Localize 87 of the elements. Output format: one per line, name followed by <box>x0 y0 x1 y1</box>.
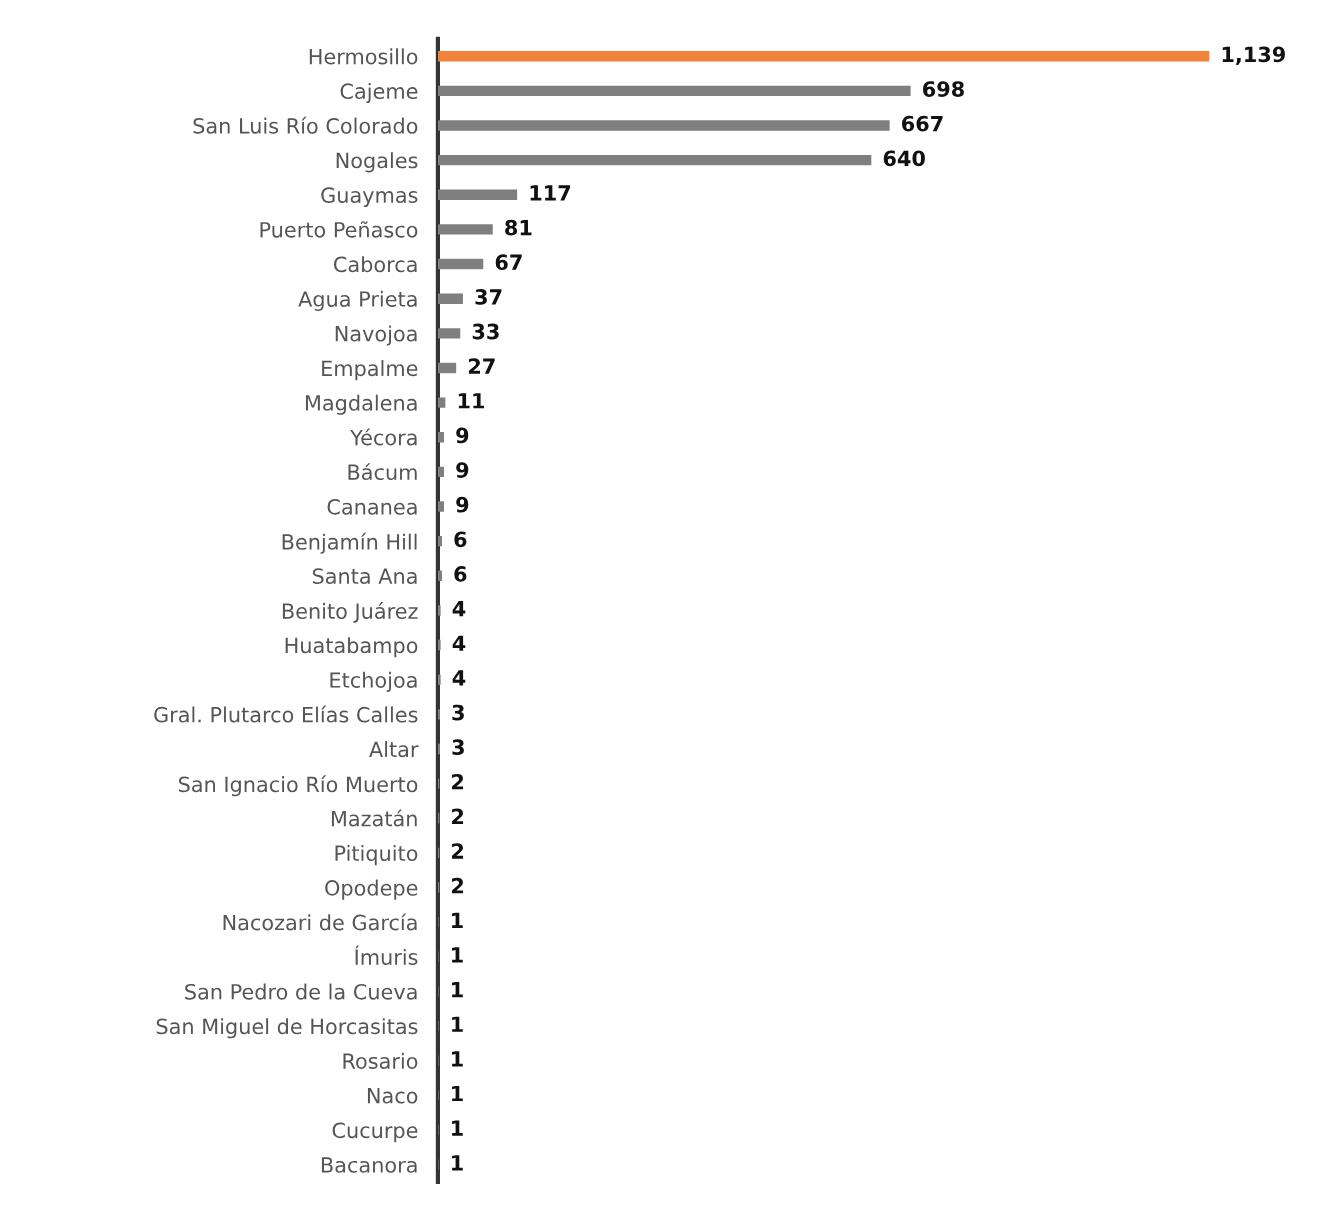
data-label: 1 <box>452 947 463 963</box>
y-tick-label: San Luis Río Colorado <box>193 116 418 134</box>
data-label: 6 <box>454 531 467 548</box>
y-tick-label: Ímuris <box>355 945 418 966</box>
y-tick-label: Etchojoa <box>330 671 417 692</box>
data-label: 9 <box>456 427 469 444</box>
data-label: 67 <box>495 254 522 271</box>
data-label: 3 <box>452 704 464 721</box>
data-label: 9 <box>456 496 469 513</box>
data-label: 27 <box>468 358 495 374</box>
bar <box>437 743 440 755</box>
bar <box>437 293 463 304</box>
y-tick-label: San Ignacio Río Muerto <box>178 775 418 797</box>
y-tick-label: Cananea <box>327 498 417 515</box>
bar <box>437 466 444 478</box>
y-tick-label: Magdalena <box>305 394 417 415</box>
data-label: 81 <box>505 219 532 236</box>
y-tick-label: Bacanora <box>321 1157 417 1173</box>
data-label: 117 <box>530 185 571 201</box>
y-tick-label: San Pedro de la Cueva <box>185 983 417 1000</box>
y-tick-label: Benjamín Hill <box>282 532 417 554</box>
y-tick-label: Nogales <box>336 152 418 173</box>
y-tick-label: Opodepe <box>325 879 418 900</box>
y-tick-label: Mazatán <box>331 809 417 827</box>
y-tick-label: Navojoa <box>335 325 417 346</box>
bar <box>437 709 440 720</box>
data-label: 1 <box>452 1016 463 1032</box>
data-label: 640 <box>883 150 925 167</box>
data-label: 667 <box>902 115 943 132</box>
bar <box>437 189 518 200</box>
y-tick-label: San Miguel de Horcasitas <box>156 1018 418 1039</box>
bar <box>437 258 484 270</box>
data-label: 1 <box>452 1085 463 1102</box>
data-label: 4 <box>452 670 466 686</box>
y-tick-label: Pitiquito <box>335 844 418 866</box>
data-label: 2 <box>452 877 464 894</box>
data-label: 698 <box>923 81 964 97</box>
y-tick-label: Yécora <box>350 428 417 446</box>
y-tick-label: Empalme <box>322 360 418 381</box>
data-label: 1 <box>452 912 463 928</box>
y-tick-label: Naco <box>367 1088 418 1104</box>
y-tick-label: Huatabampo <box>285 637 418 658</box>
bar <box>437 605 441 616</box>
bar <box>437 85 911 97</box>
bar <box>437 535 442 547</box>
data-label: 2 <box>452 843 464 859</box>
data-label: 3 <box>452 739 464 756</box>
data-label: 1 <box>452 1120 463 1136</box>
bar <box>437 51 1210 62</box>
data-label: 4 <box>452 600 466 617</box>
y-tick-label: Cajeme <box>340 82 418 104</box>
y-tick-label: Santa Ana <box>312 568 417 585</box>
data-label: 37 <box>475 288 502 305</box>
y-tick-label: Caborca <box>334 256 417 273</box>
bar <box>437 639 441 651</box>
bar <box>437 328 461 339</box>
data-label: 1 <box>452 982 463 998</box>
data-label: 4 <box>452 635 466 651</box>
bar <box>437 674 441 685</box>
y-tick-label: Benito Juárez <box>282 602 418 623</box>
y-tick-label: Rosario <box>343 1052 418 1069</box>
data-label: 1,139 <box>1222 46 1285 65</box>
data-label: 9 <box>456 462 469 478</box>
data-label: 1 <box>452 1051 463 1067</box>
bar <box>437 432 444 443</box>
bar <box>437 501 444 512</box>
y-tick-label: Altar <box>369 741 419 758</box>
y-tick-label: Puerto Peñasco <box>260 221 418 238</box>
y-tick-label: Hermosillo <box>309 48 418 65</box>
y-tick-label: Nacozari de García <box>223 913 417 931</box>
data-label: 2 <box>452 808 464 825</box>
bar <box>437 224 493 235</box>
y-tick-label: Gral. Plutarco Elías Calles <box>154 705 418 723</box>
bar <box>437 570 442 581</box>
y-tick-label: Agua Prieta <box>298 290 417 311</box>
data-label: 1 <box>452 1155 463 1171</box>
data-label: 2 <box>452 773 464 790</box>
data-label: 11 <box>458 393 485 409</box>
y-tick-label: Bácum <box>348 463 417 481</box>
y-tick-label: Guaymas <box>321 187 418 208</box>
data-label: 6 <box>454 566 467 582</box>
bar <box>437 362 457 374</box>
bar <box>437 120 890 131</box>
bar <box>437 154 872 166</box>
data-label: 33 <box>472 323 499 340</box>
bar <box>437 397 446 408</box>
y-tick-label: Cucurpe <box>332 1122 418 1143</box>
